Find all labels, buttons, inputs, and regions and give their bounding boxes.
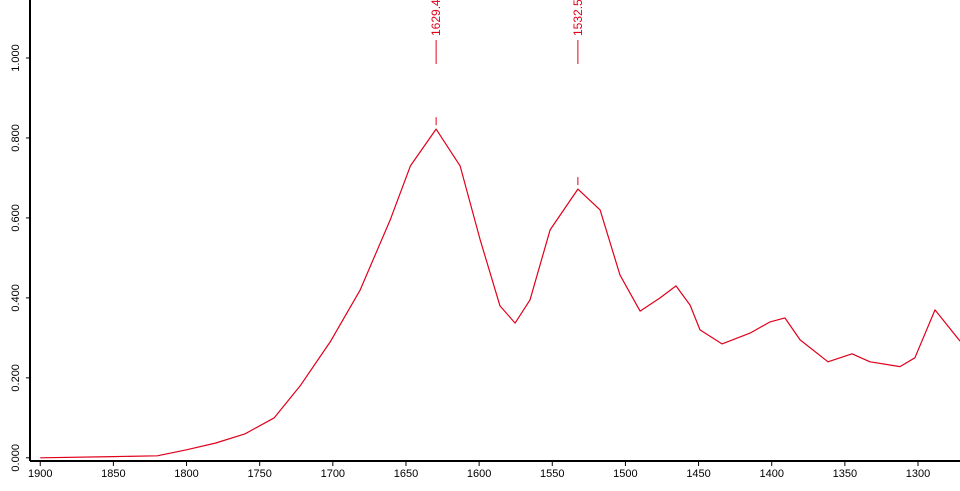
x-tick-label: 1450	[686, 468, 710, 480]
x-tick-label: 1700	[321, 468, 345, 480]
x-tick-label: 1650	[394, 468, 418, 480]
y-tick-label: 0.400	[10, 284, 22, 312]
x-tick-label: 1550	[540, 468, 564, 480]
x-tick-label: 1600	[467, 468, 491, 480]
y-tick-label: 0.200	[10, 364, 22, 392]
x-tick-label: 1850	[101, 468, 125, 480]
peak-label: 1532.5	[571, 0, 585, 36]
peak-label: 1629.4	[429, 0, 443, 36]
x-tick-label: 1800	[174, 468, 198, 480]
x-tick-label: 1750	[247, 468, 271, 480]
x-tick-label: 1350	[833, 468, 857, 480]
y-tick-label: 0.000	[10, 444, 22, 472]
y-tick-label: 0.800	[10, 124, 22, 152]
x-tick-label: 1900	[28, 468, 52, 480]
y-tick-label: 0.600	[10, 204, 22, 232]
x-tick-label: 1300	[906, 468, 930, 480]
y-tick-label: 1.000	[10, 44, 22, 72]
x-tick-label: 1500	[613, 468, 637, 480]
spectrum-line	[40, 128, 960, 459]
x-tick-label: 1400	[759, 468, 783, 480]
